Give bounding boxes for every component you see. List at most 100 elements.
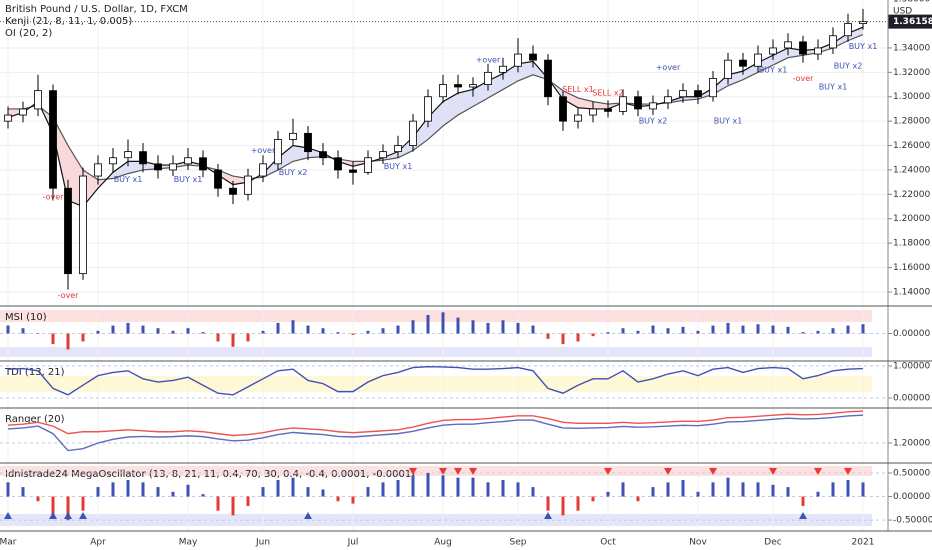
- oscillator-bar: [441, 312, 445, 334]
- oscillator-bar: [276, 480, 280, 497]
- signal-annotation: -over: [58, 291, 80, 300]
- oscillator-bar: [291, 477, 295, 497]
- candle-body: [289, 132, 297, 140]
- signal-annotation: +over: [251, 146, 276, 155]
- last-price-box: [888, 14, 932, 29]
- signal-annotation: BUY x1: [174, 175, 203, 184]
- oscillator-bar: [771, 484, 775, 497]
- y-tick-label: 0.00000: [893, 394, 930, 404]
- oscillator-bar: [261, 330, 265, 334]
- kenji-fill: [773, 47, 788, 66]
- signal-annotation: BUY x1: [759, 65, 788, 74]
- oscillator-bar: [246, 496, 250, 506]
- y-tick-label: 1.32000: [893, 68, 930, 78]
- oscillator-bar: [726, 322, 730, 334]
- candle-body: [679, 90, 687, 98]
- signal-annotation: BUY x1: [114, 175, 143, 184]
- oscillator-bar: [366, 330, 370, 334]
- oscillator-bar: [336, 496, 340, 502]
- signal-annotation: BUY x2: [279, 168, 308, 177]
- candle-body: [529, 53, 537, 61]
- candle-body: [604, 108, 612, 112]
- oscillator-bar: [321, 328, 325, 334]
- oscillator-bar: [651, 487, 655, 497]
- kenji-slow-line: [8, 33, 864, 181]
- oscillator-bar: [201, 494, 205, 497]
- candle-body: [79, 175, 87, 275]
- buy-signal: [64, 512, 72, 519]
- signal-annotation: +over: [476, 56, 501, 65]
- oscillator-bar: [546, 333, 550, 339]
- msi-lower-zone: [0, 347, 872, 357]
- indicator-title: OI (20, 2): [5, 28, 52, 39]
- pane-title: MSI (10): [5, 312, 47, 323]
- candle-body: [349, 169, 357, 173]
- oscillator-bar: [471, 477, 475, 497]
- oscillator-bar: [21, 328, 25, 334]
- oscillator-bar: [411, 320, 415, 334]
- candle-body: [199, 157, 207, 171]
- oscillator-bar: [186, 484, 190, 497]
- x-tick-label: Mar: [0, 538, 17, 548]
- oscillator-bar: [321, 489, 325, 497]
- buy-signal: [49, 512, 57, 519]
- oscillator-bar: [816, 491, 820, 497]
- candle-body: [379, 151, 387, 159]
- oscillator-bar: [36, 496, 40, 502]
- sell-signal: [409, 468, 417, 475]
- x-tick-label: May: [179, 538, 198, 548]
- oscillator-bar: [21, 487, 25, 497]
- oscillator-bar: [156, 487, 160, 497]
- mega-upper-zone: [0, 466, 872, 476]
- candle-body: [559, 96, 567, 122]
- candle-body: [784, 41, 792, 49]
- y-tick-label: 1.20000: [893, 214, 930, 224]
- oscillator-bar: [231, 333, 235, 347]
- y-axis-label: USD: [893, 7, 912, 17]
- y-tick-label: 1.00000: [893, 362, 930, 372]
- oscillator-bar: [486, 482, 490, 497]
- x-tick-label: Dec: [764, 538, 781, 548]
- candle-body: [709, 78, 717, 98]
- y-tick-label: 1.20000: [893, 439, 930, 449]
- candle-body: [739, 59, 747, 67]
- candle-body: [664, 96, 672, 104]
- oscillator-bar: [561, 333, 565, 345]
- candle-body: [124, 151, 132, 159]
- sell-signal: [469, 468, 477, 475]
- x-tick-label: Apr: [90, 538, 106, 548]
- kenji-fill: [578, 97, 593, 109]
- mega-lower-zone: [0, 514, 872, 526]
- oscillator-bar: [306, 487, 310, 497]
- signal-annotation: BUY x1: [849, 42, 878, 51]
- oscillator-bar: [786, 487, 790, 497]
- kenji-fill: [98, 172, 113, 189]
- candle-body: [334, 157, 342, 171]
- oscillator-bar: [636, 330, 640, 334]
- candle-body: [754, 53, 762, 67]
- buy-signal: [304, 512, 312, 519]
- oscillator-bar: [771, 325, 775, 334]
- oscillator-bar: [66, 496, 70, 521]
- candle-body: [364, 157, 372, 173]
- buy-signal: [799, 512, 807, 519]
- buy-signal: [79, 512, 87, 519]
- oscillator-bar: [666, 482, 670, 497]
- oscillator-bar: [726, 477, 730, 497]
- y-tick-label: 1.34000: [893, 43, 930, 53]
- oscillator-bar: [201, 332, 205, 334]
- oscillator-bar: [861, 482, 865, 497]
- candle-body: [139, 151, 147, 165]
- candle-body: [154, 163, 162, 171]
- oscillator-bar: [81, 496, 85, 511]
- oscillator-bar: [246, 333, 250, 342]
- candle-body: [409, 120, 417, 146]
- candle-body: [769, 47, 777, 55]
- y-tick-label: 0.00000: [893, 492, 930, 502]
- oscillator-bar: [621, 482, 625, 497]
- sell-signal: [709, 468, 717, 475]
- kenji-fast-line: [7, 26, 864, 208]
- oscillator-bar: [756, 482, 760, 497]
- y-tick-label: 1.14000: [893, 287, 930, 297]
- oscillator-bar: [306, 325, 310, 334]
